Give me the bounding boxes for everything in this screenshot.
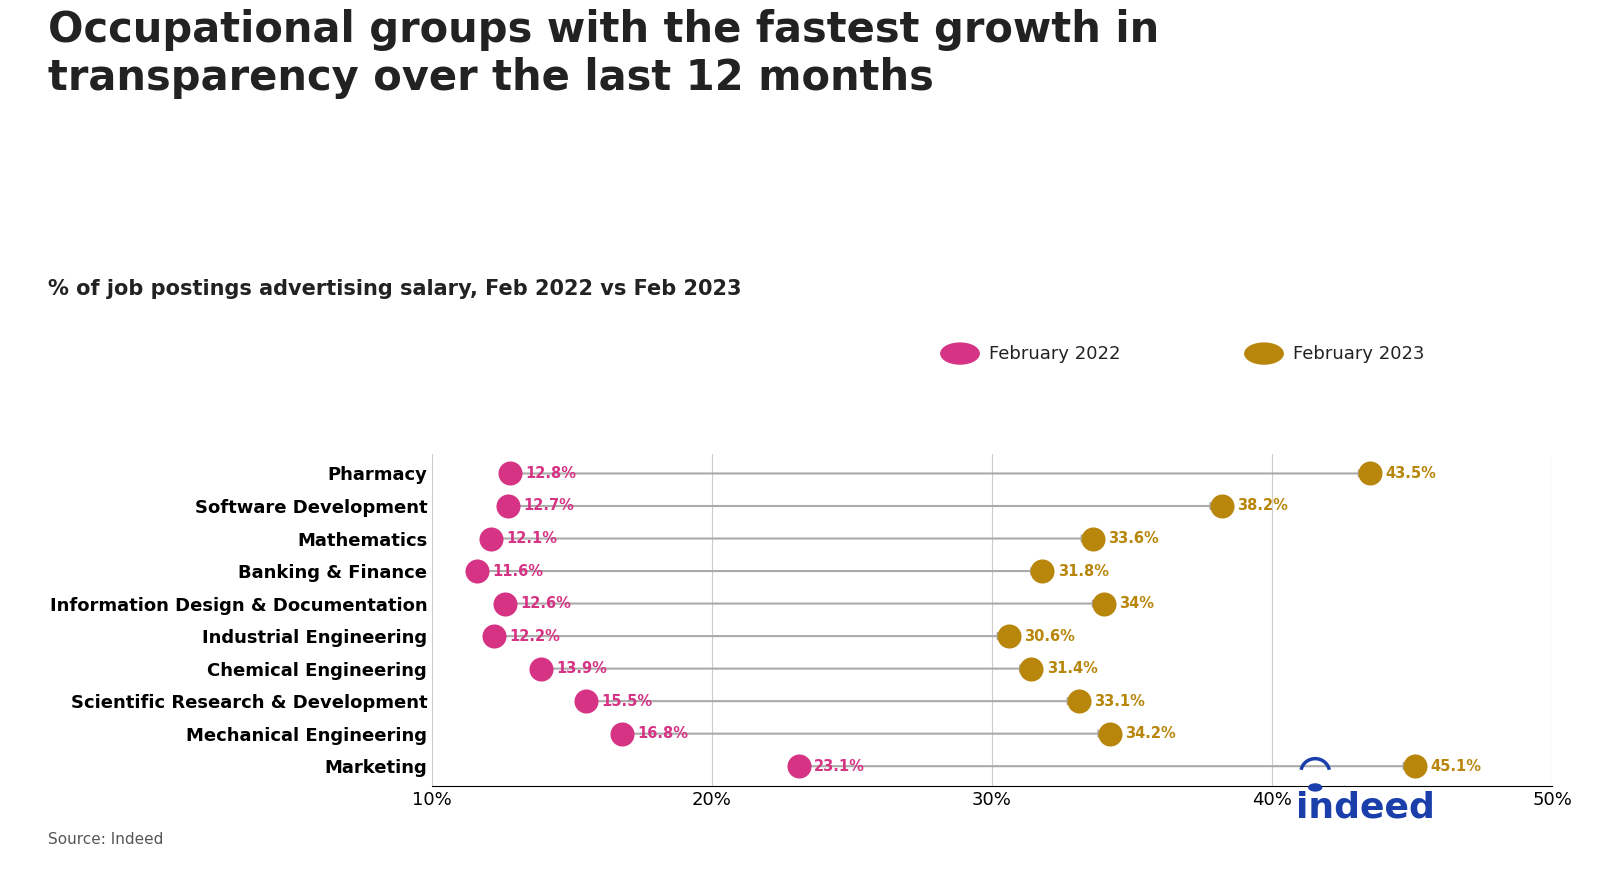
Point xyxy=(1091,596,1117,610)
Text: 31.4%: 31.4% xyxy=(1046,661,1098,676)
Point xyxy=(573,694,598,708)
Text: 12.2%: 12.2% xyxy=(509,629,560,643)
Point xyxy=(786,760,811,773)
Text: 12.6%: 12.6% xyxy=(520,596,571,611)
Point xyxy=(1066,694,1091,708)
Text: 30.6%: 30.6% xyxy=(1024,629,1075,643)
Point xyxy=(493,596,518,610)
Text: 16.8%: 16.8% xyxy=(638,726,690,741)
Text: 34.2%: 34.2% xyxy=(1125,726,1176,741)
Point xyxy=(1357,466,1382,480)
Text: February 2023: February 2023 xyxy=(1293,345,1424,362)
Point xyxy=(1402,760,1427,773)
Text: 23.1%: 23.1% xyxy=(814,759,866,773)
Text: Source: Indeed: Source: Indeed xyxy=(48,832,163,847)
Point xyxy=(1098,726,1123,740)
Text: 12.1%: 12.1% xyxy=(506,531,557,546)
Text: 43.5%: 43.5% xyxy=(1386,466,1437,481)
Point xyxy=(610,726,635,740)
Text: 33.6%: 33.6% xyxy=(1109,531,1158,546)
Point xyxy=(1210,499,1235,513)
Text: 11.6%: 11.6% xyxy=(493,564,544,579)
Text: indeed: indeed xyxy=(1296,791,1435,825)
Text: 12.8%: 12.8% xyxy=(526,466,578,481)
Text: 15.5%: 15.5% xyxy=(602,694,653,709)
Point xyxy=(995,629,1022,643)
Point xyxy=(1018,662,1043,676)
Text: % of job postings advertising salary, Feb 2022 vs Feb 2023: % of job postings advertising salary, Fe… xyxy=(48,279,741,299)
Point xyxy=(480,629,506,643)
Text: 45.1%: 45.1% xyxy=(1430,759,1482,773)
Text: Occupational groups with the fastest growth in
transparency over the last 12 mon: Occupational groups with the fastest gro… xyxy=(48,9,1160,100)
Point xyxy=(1030,564,1056,578)
Point xyxy=(528,662,554,676)
Point xyxy=(464,564,490,578)
Text: 12.7%: 12.7% xyxy=(523,498,574,513)
Text: 31.8%: 31.8% xyxy=(1058,564,1109,579)
Text: 13.9%: 13.9% xyxy=(557,661,608,676)
Text: 33.1%: 33.1% xyxy=(1094,694,1146,709)
Point xyxy=(494,499,520,513)
Text: 38.2%: 38.2% xyxy=(1237,498,1288,513)
Point xyxy=(478,532,504,546)
Text: 34%: 34% xyxy=(1120,596,1154,611)
Point xyxy=(498,466,523,480)
Text: February 2022: February 2022 xyxy=(989,345,1120,362)
Point xyxy=(1080,532,1106,546)
